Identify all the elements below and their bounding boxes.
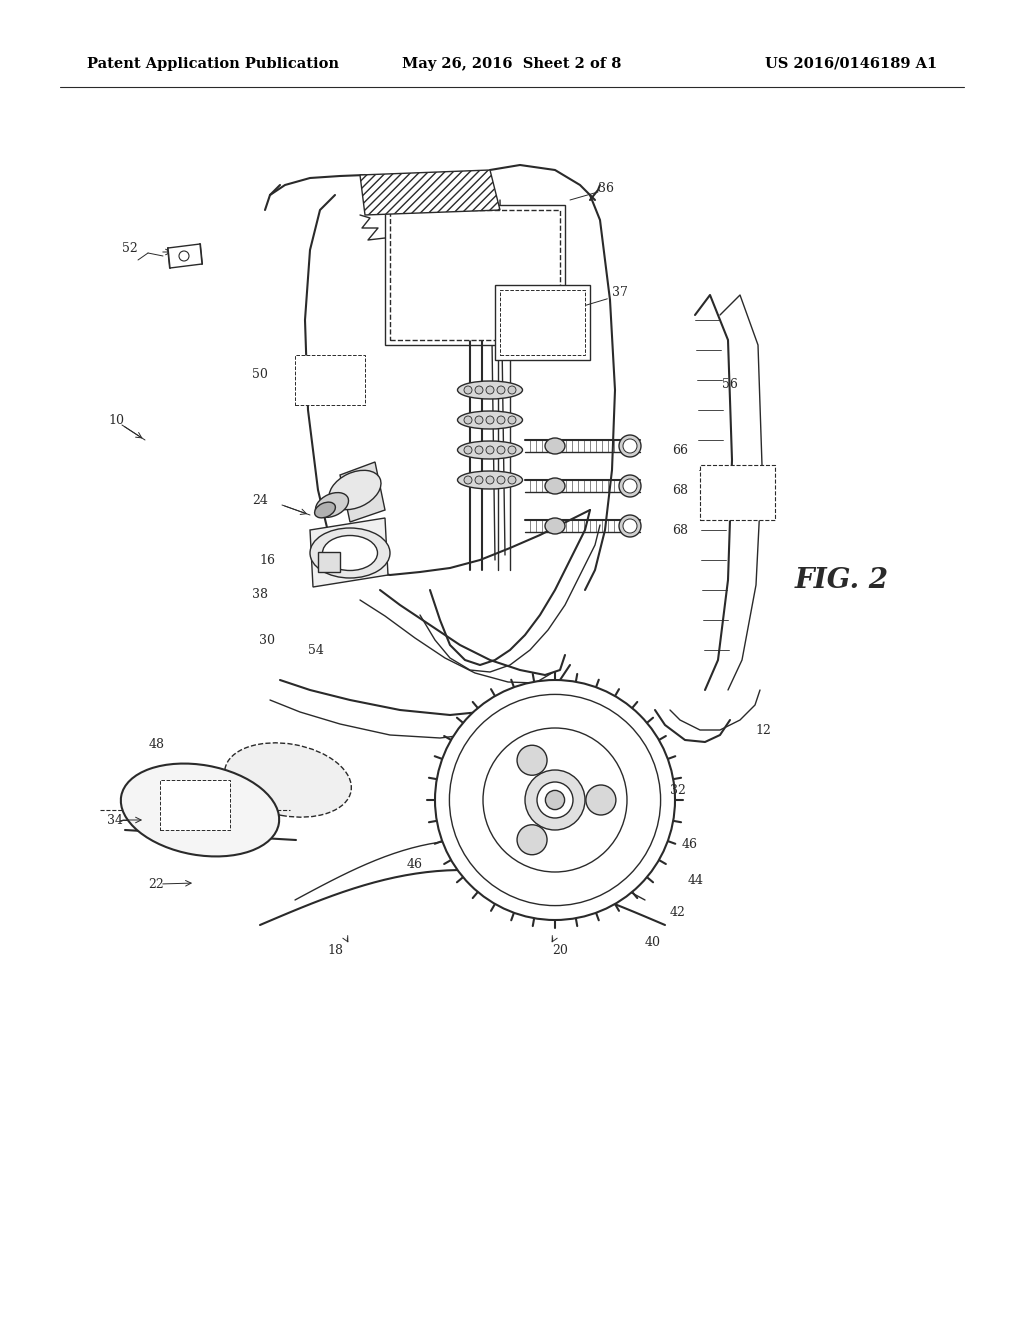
- Circle shape: [508, 416, 516, 424]
- Text: 36: 36: [598, 181, 614, 194]
- Circle shape: [546, 791, 564, 809]
- Text: 32: 32: [670, 784, 686, 796]
- Ellipse shape: [545, 517, 565, 535]
- Ellipse shape: [618, 436, 641, 457]
- FancyBboxPatch shape: [318, 552, 340, 572]
- Circle shape: [497, 477, 505, 484]
- Text: 40: 40: [645, 936, 662, 949]
- Ellipse shape: [545, 438, 565, 454]
- Circle shape: [517, 825, 547, 855]
- Circle shape: [508, 446, 516, 454]
- Circle shape: [537, 781, 573, 818]
- Circle shape: [475, 446, 483, 454]
- Ellipse shape: [623, 440, 637, 453]
- Text: FIG. 2: FIG. 2: [795, 566, 889, 594]
- Ellipse shape: [329, 470, 381, 510]
- Ellipse shape: [618, 475, 641, 498]
- Polygon shape: [340, 462, 385, 521]
- Circle shape: [464, 477, 472, 484]
- Text: 16: 16: [259, 553, 275, 566]
- FancyBboxPatch shape: [390, 210, 560, 341]
- Text: 44: 44: [688, 874, 705, 887]
- Text: 48: 48: [150, 738, 165, 751]
- Ellipse shape: [310, 528, 390, 578]
- Circle shape: [517, 746, 547, 775]
- Circle shape: [486, 416, 494, 424]
- FancyBboxPatch shape: [385, 205, 565, 345]
- Circle shape: [486, 477, 494, 484]
- Ellipse shape: [623, 479, 637, 492]
- Ellipse shape: [545, 478, 565, 494]
- FancyBboxPatch shape: [500, 290, 585, 355]
- Text: 20: 20: [552, 944, 568, 957]
- Circle shape: [475, 385, 483, 393]
- FancyBboxPatch shape: [495, 285, 590, 360]
- Ellipse shape: [458, 411, 522, 429]
- Text: May 26, 2016  Sheet 2 of 8: May 26, 2016 Sheet 2 of 8: [402, 57, 622, 71]
- FancyBboxPatch shape: [700, 465, 775, 520]
- Text: 12: 12: [755, 723, 771, 737]
- Text: 10: 10: [108, 413, 124, 426]
- Text: 30: 30: [259, 634, 275, 647]
- Ellipse shape: [121, 763, 280, 857]
- Text: 34: 34: [106, 813, 123, 826]
- Text: 50: 50: [252, 368, 268, 381]
- Circle shape: [179, 251, 189, 261]
- Text: 68: 68: [672, 524, 688, 536]
- Ellipse shape: [458, 471, 522, 488]
- Text: 42: 42: [670, 906, 686, 919]
- Ellipse shape: [458, 441, 522, 459]
- Circle shape: [464, 416, 472, 424]
- Text: 52: 52: [122, 242, 138, 255]
- Circle shape: [525, 770, 585, 830]
- Circle shape: [435, 680, 675, 920]
- Polygon shape: [168, 244, 202, 268]
- Text: 56: 56: [722, 379, 738, 392]
- Circle shape: [475, 477, 483, 484]
- Text: 18: 18: [327, 944, 343, 957]
- Circle shape: [475, 416, 483, 424]
- Text: US 2016/0146189 A1: US 2016/0146189 A1: [765, 57, 937, 71]
- Circle shape: [497, 446, 505, 454]
- Polygon shape: [310, 517, 388, 587]
- Text: 38: 38: [252, 589, 268, 602]
- Text: 46: 46: [682, 838, 698, 851]
- Ellipse shape: [224, 743, 351, 817]
- Text: 46: 46: [407, 858, 423, 871]
- Circle shape: [450, 694, 660, 906]
- Polygon shape: [360, 170, 500, 215]
- Ellipse shape: [618, 515, 641, 537]
- Text: 54: 54: [308, 644, 324, 656]
- Text: 68: 68: [672, 483, 688, 496]
- Ellipse shape: [623, 519, 637, 533]
- Circle shape: [483, 729, 627, 873]
- Circle shape: [464, 446, 472, 454]
- Text: 24: 24: [252, 494, 268, 507]
- Circle shape: [586, 785, 615, 814]
- Text: Patent Application Publication: Patent Application Publication: [87, 57, 339, 71]
- Circle shape: [486, 385, 494, 393]
- Circle shape: [464, 385, 472, 393]
- Ellipse shape: [314, 502, 336, 517]
- FancyBboxPatch shape: [295, 355, 365, 405]
- Ellipse shape: [458, 381, 522, 399]
- Text: 37: 37: [612, 285, 628, 298]
- Ellipse shape: [323, 536, 378, 570]
- Circle shape: [508, 477, 516, 484]
- Text: 22: 22: [148, 879, 164, 891]
- Circle shape: [497, 385, 505, 393]
- Ellipse shape: [315, 492, 348, 517]
- Text: 66: 66: [672, 444, 688, 457]
- FancyBboxPatch shape: [160, 780, 230, 830]
- Circle shape: [508, 385, 516, 393]
- Circle shape: [486, 446, 494, 454]
- Circle shape: [497, 416, 505, 424]
